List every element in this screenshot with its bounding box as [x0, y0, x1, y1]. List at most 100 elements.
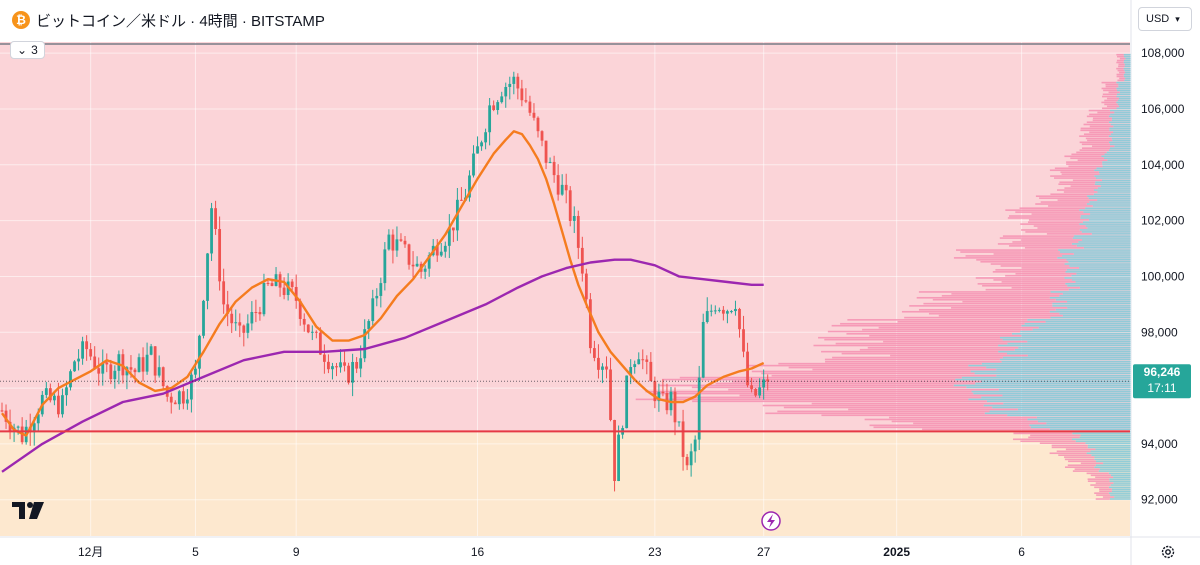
volume-bar-down	[993, 279, 1073, 281]
upper-zone	[0, 42, 1130, 432]
volume-bar-up	[1002, 356, 1131, 359]
volume-bar-up	[1111, 490, 1131, 493]
volume-bar-up	[1076, 245, 1131, 247]
volume-bar-down	[1039, 197, 1089, 199]
volume-bar-down	[985, 288, 1069, 291]
candle-up	[709, 310, 713, 312]
volume-bar-up	[1072, 279, 1131, 281]
volume-bar-down	[821, 350, 999, 353]
candle-up	[61, 395, 64, 415]
volume-bar-down	[1095, 498, 1110, 500]
volume-bar-up	[1064, 277, 1131, 279]
time-axis[interactable]: 12月 5 9 16 23 27 2025 6	[0, 536, 1200, 559]
candle-down	[609, 369, 612, 420]
last-price-value: 96,246	[1144, 365, 1181, 379]
volume-bar-up	[1111, 119, 1131, 122]
candle-down	[141, 357, 145, 372]
volume-bar-up	[1116, 81, 1131, 84]
volume-bar-up	[1097, 187, 1131, 189]
volume-bar-down	[883, 340, 1028, 343]
volume-bar-up	[1036, 416, 1131, 419]
volume-bar-down	[953, 257, 1058, 259]
candle-down	[238, 322, 242, 326]
volume-bar-down	[1015, 272, 1077, 275]
volume-bar-down	[1080, 462, 1104, 465]
volume-bar-up	[1110, 133, 1131, 136]
volume-bar-down	[1066, 163, 1103, 165]
candle-down	[435, 245, 439, 256]
volume-bar-up	[1049, 310, 1131, 313]
volume-bar-up	[1124, 79, 1131, 82]
volume-bar-down	[783, 406, 993, 409]
volume-bar-down	[762, 404, 984, 407]
volume-bar-down	[679, 376, 962, 379]
volume-bar-down	[1021, 229, 1080, 231]
volume-bar-up	[1103, 462, 1131, 465]
volume-bar-up	[1079, 267, 1131, 269]
volume-bar-down	[1101, 101, 1117, 104]
candle-up	[697, 377, 701, 440]
volume-bar-down	[1039, 442, 1086, 444]
volume-bar-up	[1109, 480, 1131, 482]
volume-bar-up	[1110, 494, 1131, 496]
candle-down	[411, 264, 415, 267]
volume-bar-up	[1110, 147, 1131, 149]
candle-up	[206, 253, 209, 301]
volume-bar-down	[1048, 205, 1093, 207]
y-tick-label: 94,000	[1141, 437, 1178, 451]
volume-bar-up	[1076, 272, 1131, 275]
volume-bar-up	[1078, 241, 1131, 243]
volume-bar-up	[1027, 418, 1131, 421]
volume-bar-up	[1083, 247, 1131, 249]
indicator-collapse-button[interactable]: ⌄ 3	[10, 41, 45, 59]
volume-bar-down	[728, 388, 999, 391]
candle-up	[367, 321, 371, 330]
volume-bar-up	[996, 374, 1131, 377]
volume-bar-down	[1007, 217, 1081, 219]
volume-bar-down	[1070, 157, 1105, 160]
candle-down	[540, 131, 544, 141]
candle-up	[713, 310, 717, 312]
volume-bar-up	[1055, 308, 1131, 311]
volume-bar-down	[761, 372, 975, 375]
volume-bar-up	[1066, 269, 1131, 271]
x-tick-label: 16	[471, 545, 485, 559]
volume-bar-down	[913, 422, 1047, 425]
volume-bar-down	[901, 310, 1050, 313]
volume-bar-up	[1113, 131, 1131, 134]
horizontal-levels	[0, 43, 1130, 433]
volume-bar-down	[889, 416, 1037, 419]
volume-bar-down	[1064, 187, 1098, 189]
currency-select[interactable]: USD ▾	[1138, 7, 1192, 31]
volume-bar-down	[765, 412, 985, 415]
candle-up	[762, 379, 766, 388]
candle-up	[734, 308, 737, 312]
volume-bar-up	[1067, 284, 1131, 287]
volume-bar-down	[1079, 141, 1109, 144]
volume-bar-up	[1116, 107, 1131, 110]
candle-up	[488, 105, 492, 133]
symbol-title[interactable]: ビットコイン／米ドル · 4時間 · BITSTAMP	[36, 12, 325, 30]
volume-bar-up	[1072, 237, 1131, 239]
candle-up	[359, 358, 363, 369]
candle-down	[181, 391, 185, 404]
volume-bar-down	[831, 324, 1022, 327]
volume-bar-down	[1116, 59, 1124, 62]
volume-bar-up	[1052, 302, 1131, 305]
lightning-icon[interactable]	[761, 511, 781, 531]
candle-up	[202, 300, 205, 336]
volume-bar-down	[1102, 93, 1117, 96]
volume-bar-down	[691, 386, 967, 389]
candle-down	[97, 368, 101, 374]
volume-bar-down	[980, 260, 1069, 263]
gear-icon[interactable]	[1160, 544, 1176, 560]
volume-bar-up	[1124, 69, 1131, 72]
volume-bar-up	[1099, 173, 1131, 175]
volume-bar-up	[1123, 59, 1131, 62]
candle-up	[77, 358, 80, 362]
volume-bar-up	[984, 412, 1131, 415]
volume-bar-down	[1009, 245, 1077, 247]
tradingview-logo-icon[interactable]	[12, 502, 48, 520]
volume-bar-up	[1068, 260, 1131, 263]
